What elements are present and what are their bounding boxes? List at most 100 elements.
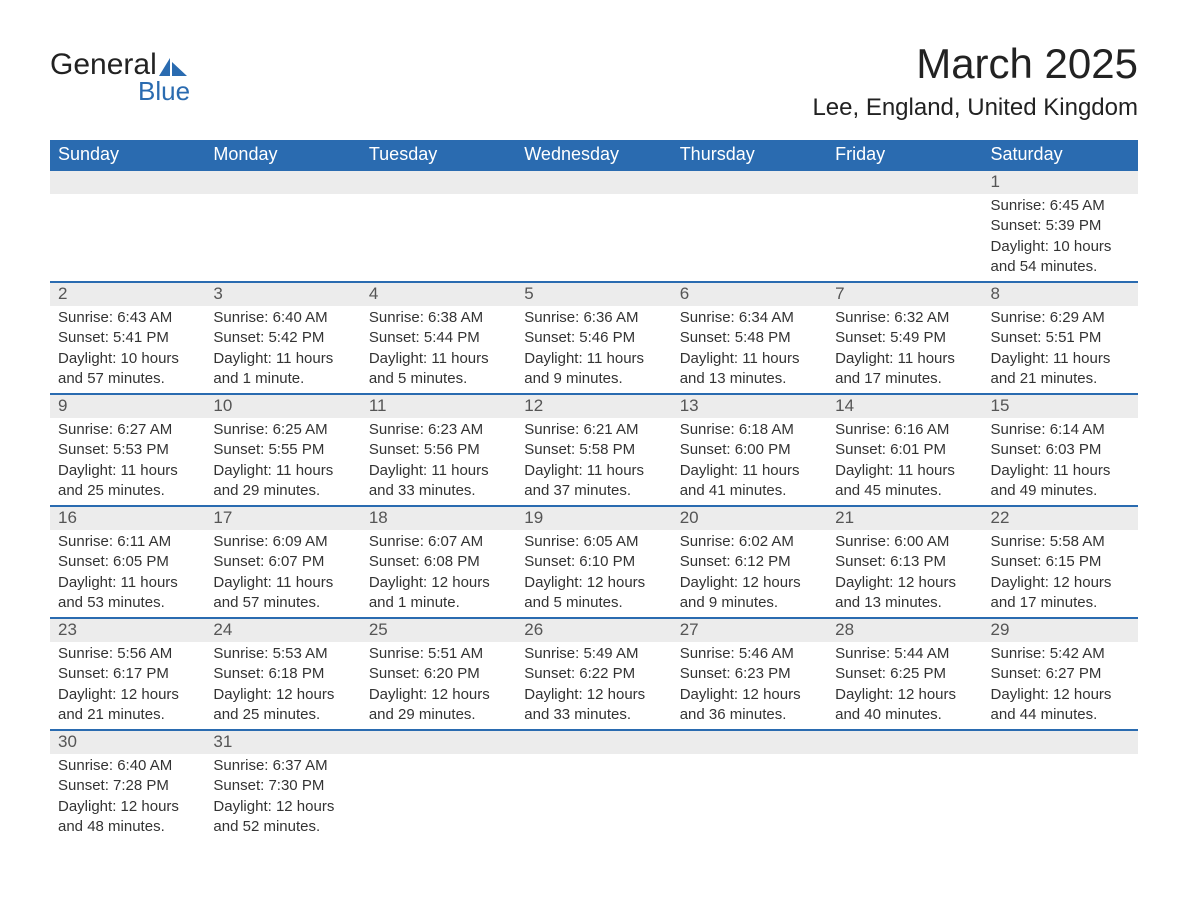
day-number: 3 (205, 283, 360, 306)
calendar-body: 1Sunrise: 6:45 AMSunset: 5:39 PM Daylight… (50, 171, 1138, 841)
sunset-text: Sunset: 5:51 PM (991, 328, 1130, 348)
calendar-week: 9Sunrise: 6:27 AMSunset: 5:53 PMDaylight… (50, 394, 1138, 506)
calendar-cell (672, 730, 827, 841)
sunrise-text: Sunrise: 6:36 AM (524, 308, 663, 328)
weekday-header: Saturday (983, 140, 1138, 171)
daylight-text: Daylight: 11 hours and 5 minutes. (369, 349, 508, 390)
daylight-text: Daylight: 12 hours and 5 minutes. (524, 573, 663, 614)
sunrise-text: Sunrise: 6:32 AM (835, 308, 974, 328)
day-number (516, 171, 671, 194)
day-number: 24 (205, 619, 360, 642)
day-body: Sunrise: 5:44 AMSunset: 6:25 PMDaylight:… (827, 642, 982, 729)
day-body: Sunrise: 6:18 AMSunset: 6:00 PMDaylight:… (672, 418, 827, 505)
calendar-cell: 11Sunrise: 6:23 AMSunset: 5:56 PMDayligh… (361, 394, 516, 506)
sunset-text: Sunset: 5:56 PM (369, 440, 508, 460)
calendar-cell: 21Sunrise: 6:00 AMSunset: 6:13 PMDayligh… (827, 506, 982, 618)
calendar-week: 16Sunrise: 6:11 AMSunset: 6:05 PMDayligh… (50, 506, 1138, 618)
calendar-cell: 19Sunrise: 6:05 AMSunset: 6:10 PMDayligh… (516, 506, 671, 618)
day-body: Sunrise: 6:27 AMSunset: 5:53 PMDaylight:… (50, 418, 205, 505)
daylight-text: Daylight: 11 hours and 37 minutes. (524, 461, 663, 502)
sunrise-text: Sunrise: 5:49 AM (524, 644, 663, 664)
day-number: 9 (50, 395, 205, 418)
day-number (205, 171, 360, 194)
day-body: Sunrise: 6:43 AMSunset: 5:41 PMDaylight:… (50, 306, 205, 393)
day-body: Sunrise: 6:37 AMSunset: 7:30 PMDaylight:… (205, 754, 360, 841)
sunset-text: Sunset: 6:08 PM (369, 552, 508, 572)
day-number: 6 (672, 283, 827, 306)
daylight-text: Daylight: 11 hours and 9 minutes. (524, 349, 663, 390)
day-number: 2 (50, 283, 205, 306)
day-number (361, 731, 516, 754)
day-number (672, 171, 827, 194)
sunrise-text: Sunrise: 6:25 AM (213, 420, 352, 440)
sail-icon (159, 56, 187, 76)
day-number (672, 731, 827, 754)
day-body: Sunrise: 5:46 AMSunset: 6:23 PMDaylight:… (672, 642, 827, 729)
calendar-cell (205, 171, 360, 282)
calendar-cell: 13Sunrise: 6:18 AMSunset: 6:00 PMDayligh… (672, 394, 827, 506)
day-body: Sunrise: 6:40 AMSunset: 5:42 PMDaylight:… (205, 306, 360, 393)
sunrise-text: Sunrise: 5:42 AM (991, 644, 1130, 664)
calendar-cell: 8Sunrise: 6:29 AMSunset: 5:51 PMDaylight… (983, 282, 1138, 394)
sunrise-text: Sunrise: 6:18 AM (680, 420, 819, 440)
day-body (827, 754, 982, 824)
daylight-text: Daylight: 12 hours and 36 minutes. (680, 685, 819, 726)
sunrise-text: Sunrise: 6:34 AM (680, 308, 819, 328)
logo: General Blue (50, 40, 190, 107)
day-number: 12 (516, 395, 671, 418)
calendar-cell: 18Sunrise: 6:07 AMSunset: 6:08 PMDayligh… (361, 506, 516, 618)
calendar-cell: 3Sunrise: 6:40 AMSunset: 5:42 PMDaylight… (205, 282, 360, 394)
day-number: 27 (672, 619, 827, 642)
sunrise-text: Sunrise: 6:45 AM (991, 196, 1130, 216)
sunrise-text: Sunrise: 5:58 AM (991, 532, 1130, 552)
sunset-text: Sunset: 6:07 PM (213, 552, 352, 572)
sunrise-text: Sunrise: 6:37 AM (213, 756, 352, 776)
day-body: Sunrise: 5:53 AMSunset: 6:18 PMDaylight:… (205, 642, 360, 729)
calendar-table: SundayMondayTuesdayWednesdayThursdayFrid… (50, 140, 1138, 841)
sunset-text: Sunset: 6:25 PM (835, 664, 974, 684)
daylight-text: Daylight: 12 hours and 52 minutes. (213, 797, 352, 838)
daylight-text: Daylight: 11 hours and 41 minutes. (680, 461, 819, 502)
day-number (361, 171, 516, 194)
calendar-cell: 5Sunrise: 6:36 AMSunset: 5:46 PMDaylight… (516, 282, 671, 394)
day-number (983, 731, 1138, 754)
sunset-text: Sunset: 6:17 PM (58, 664, 197, 684)
sunset-text: Sunset: 5:48 PM (680, 328, 819, 348)
day-number: 18 (361, 507, 516, 530)
daylight-text: Daylight: 12 hours and 33 minutes. (524, 685, 663, 726)
calendar-cell: 15Sunrise: 6:14 AMSunset: 6:03 PMDayligh… (983, 394, 1138, 506)
calendar-cell: 17Sunrise: 6:09 AMSunset: 6:07 PMDayligh… (205, 506, 360, 618)
weekday-header: Thursday (672, 140, 827, 171)
calendar-cell: 22Sunrise: 5:58 AMSunset: 6:15 PMDayligh… (983, 506, 1138, 618)
day-number: 1 (983, 171, 1138, 194)
daylight-text: Daylight: 12 hours and 9 minutes. (680, 573, 819, 614)
sunrise-text: Sunrise: 6:11 AM (58, 532, 197, 552)
header: General Blue March 2025 Lee, England, Un… (50, 40, 1138, 122)
sunset-text: Sunset: 6:01 PM (835, 440, 974, 460)
day-body: Sunrise: 6:00 AMSunset: 6:13 PMDaylight:… (827, 530, 982, 617)
daylight-text: Daylight: 12 hours and 40 minutes. (835, 685, 974, 726)
day-body (672, 754, 827, 824)
calendar-cell: 9Sunrise: 6:27 AMSunset: 5:53 PMDaylight… (50, 394, 205, 506)
day-body: Sunrise: 6:21 AMSunset: 5:58 PMDaylight:… (516, 418, 671, 505)
daylight-text: Daylight: 12 hours and 13 minutes. (835, 573, 974, 614)
sunset-text: Sunset: 6:13 PM (835, 552, 974, 572)
sunset-text: Sunset: 5:39 PM (991, 216, 1130, 236)
sunset-text: Sunset: 7:28 PM (58, 776, 197, 796)
day-number: 17 (205, 507, 360, 530)
month-title: March 2025 (812, 40, 1138, 88)
daylight-text: Daylight: 12 hours and 48 minutes. (58, 797, 197, 838)
day-body: Sunrise: 6:16 AMSunset: 6:01 PMDaylight:… (827, 418, 982, 505)
day-body: Sunrise: 6:02 AMSunset: 6:12 PMDaylight:… (672, 530, 827, 617)
day-number (50, 171, 205, 194)
sunrise-text: Sunrise: 6:14 AM (991, 420, 1130, 440)
sunrise-text: Sunrise: 5:44 AM (835, 644, 974, 664)
calendar-cell: 12Sunrise: 6:21 AMSunset: 5:58 PMDayligh… (516, 394, 671, 506)
calendar-cell: 4Sunrise: 6:38 AMSunset: 5:44 PMDaylight… (361, 282, 516, 394)
sunrise-text: Sunrise: 6:05 AM (524, 532, 663, 552)
calendar-week: 1Sunrise: 6:45 AMSunset: 5:39 PMDaylight… (50, 171, 1138, 282)
daylight-text: Daylight: 11 hours and 53 minutes. (58, 573, 197, 614)
day-body: Sunrise: 6:09 AMSunset: 6:07 PMDaylight:… (205, 530, 360, 617)
sunset-text: Sunset: 6:20 PM (369, 664, 508, 684)
calendar-cell: 25Sunrise: 5:51 AMSunset: 6:20 PMDayligh… (361, 618, 516, 730)
